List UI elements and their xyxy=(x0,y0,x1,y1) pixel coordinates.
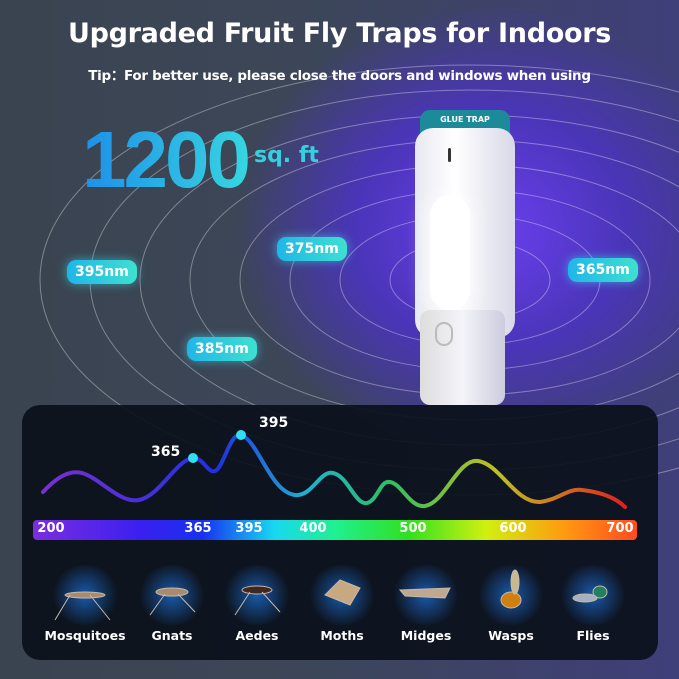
insect-label-gnats: Gnats xyxy=(151,628,193,643)
tick-700: 700 xyxy=(606,521,634,536)
badge-385nm: 385nm xyxy=(187,337,257,361)
tip-text: Tip：For better use, please close the doo… xyxy=(88,68,591,84)
coverage-unit: sq. ft xyxy=(253,143,319,168)
coverage-readout: 1200 sq. ft xyxy=(82,120,319,200)
peak-dot-365 xyxy=(188,453,198,463)
insect-label-aedes: Aedes xyxy=(235,628,279,643)
badge-365nm: 365nm xyxy=(568,258,638,282)
spectrum-bar xyxy=(33,520,637,540)
insect-label-mosquitoes: Mosquitoes xyxy=(44,628,126,643)
peak-label-395: 395 xyxy=(259,415,289,431)
uv-light xyxy=(430,195,470,310)
tick-400: 400 xyxy=(299,521,327,536)
peak-label-365: 365 xyxy=(151,444,181,460)
insect-label-midges: Midges xyxy=(400,628,452,643)
power-button xyxy=(435,322,453,346)
insect-label-flies: Flies xyxy=(576,628,610,643)
peak-dot-395 xyxy=(236,430,246,440)
indicator-slot xyxy=(448,148,451,162)
tick-600: 600 xyxy=(499,521,527,536)
page-title: Upgraded Fruit Fly Traps for Indoors xyxy=(67,18,612,49)
badge-395nm: 395nm xyxy=(67,260,137,284)
plug-base xyxy=(420,310,505,405)
wave-line xyxy=(41,433,627,509)
tick-200: 200 xyxy=(37,521,65,536)
badge-375nm: 375nm xyxy=(277,237,347,261)
trap-device: GLUE TRAP xyxy=(415,110,520,405)
tick-365: 365 xyxy=(184,521,212,536)
insect-label-wasps: Wasps xyxy=(488,628,534,643)
tick-395: 395 xyxy=(235,521,263,536)
insect-label-moths: Moths xyxy=(320,628,364,643)
coverage-value: 1200 xyxy=(82,115,251,204)
tick-500: 500 xyxy=(399,521,427,536)
aedes-icon xyxy=(222,565,292,625)
